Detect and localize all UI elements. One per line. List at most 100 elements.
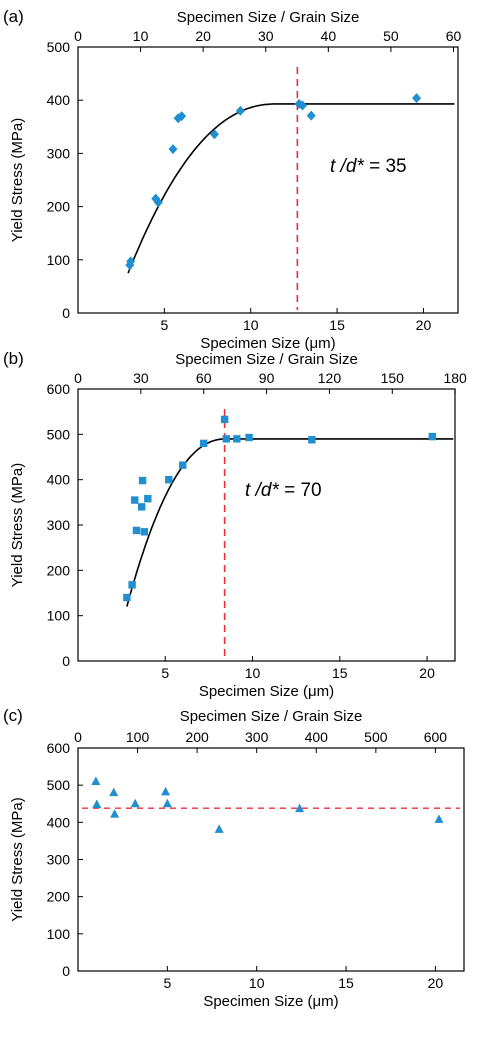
data-point <box>92 799 102 808</box>
data-point <box>179 461 187 469</box>
plot-frame <box>77 747 465 972</box>
x-tick-label: 20 <box>416 317 432 333</box>
x2-tick-label: 30 <box>258 28 274 44</box>
x2-tick-label: 30 <box>133 370 149 386</box>
x2-tick-label: 120 <box>318 370 342 386</box>
data-point <box>161 786 171 796</box>
data-point <box>130 798 140 808</box>
x2-tick-label: 600 <box>424 729 448 745</box>
top-axis-title: Specimen Size / Grain Size <box>175 351 358 368</box>
data-point <box>138 476 147 485</box>
data-point <box>165 475 173 484</box>
data-point <box>428 432 437 441</box>
x-tick-label: 5 <box>161 665 169 681</box>
y-tick-label: 0 <box>62 305 70 321</box>
y-tick-label: 300 <box>47 145 71 161</box>
data-point <box>177 111 187 122</box>
x2-tick-label: 60 <box>196 370 212 386</box>
y-axis-title: Yield Stress (MPa) <box>9 797 26 921</box>
annotation-value: = 35 <box>364 156 407 177</box>
y-tick-label: 100 <box>47 926 71 942</box>
y-tick-label: 200 <box>47 562 71 578</box>
x2-tick-label: 20 <box>195 28 211 44</box>
y-tick-label: 100 <box>47 608 71 624</box>
data-point <box>91 776 101 785</box>
y-tick-label: 100 <box>47 252 71 268</box>
x2-tick-label: 300 <box>245 729 269 745</box>
x-tick-label: 15 <box>329 317 345 333</box>
y-tick-label: 200 <box>47 889 71 905</box>
top-axis-title: Specimen Size / Grain Size <box>180 708 363 725</box>
data-point <box>131 496 139 504</box>
x-tick-label: 15 <box>338 975 354 991</box>
fit-curve <box>127 103 455 274</box>
data-point <box>138 503 146 511</box>
data-point <box>162 798 172 808</box>
x2-tick-label: 100 <box>126 729 150 745</box>
data-point <box>123 593 131 602</box>
data-point <box>434 814 444 823</box>
x2-tick-label: 150 <box>381 370 405 386</box>
data-point <box>233 435 241 443</box>
td-ratio-annotation: t /d* = 35 <box>330 156 407 177</box>
y-tick-label: 0 <box>62 653 70 669</box>
x-tick-label: 5 <box>160 317 168 333</box>
x-tick-label: 10 <box>249 975 265 991</box>
y-tick-label: 400 <box>47 472 71 488</box>
y-tick-label: 600 <box>47 381 71 397</box>
data-point <box>140 528 149 536</box>
data-point <box>222 435 231 443</box>
x2-tick-label: 90 <box>259 370 275 386</box>
data-point <box>214 824 224 833</box>
panel-label: (c) <box>3 706 23 725</box>
x-axis-title: Specimen Size (μm) <box>203 993 338 1010</box>
x-tick-label: 5 <box>163 975 171 991</box>
x-tick-label: 10 <box>245 665 261 681</box>
chart-panel-b: (b) Specimen Size / Grain Size01002003004… <box>3 349 467 700</box>
data-point <box>109 787 119 797</box>
data-point <box>245 433 253 442</box>
x-tick-label: 15 <box>332 665 348 681</box>
x-axis-title: Specimen Size (μm) <box>200 335 335 352</box>
plot-frame <box>77 388 456 662</box>
x2-tick-label: 500 <box>364 729 388 745</box>
plot-frame <box>77 46 459 314</box>
x-tick-label: 20 <box>428 975 444 991</box>
y-axis-title: Yield Stress (MPa) <box>9 118 26 242</box>
x2-tick-label: 0 <box>74 28 82 44</box>
data-point <box>220 415 229 424</box>
y-tick-label: 400 <box>47 92 71 108</box>
x2-tick-label: 400 <box>305 729 329 745</box>
data-point <box>295 803 305 813</box>
data-point <box>153 197 163 208</box>
x2-tick-label: 0 <box>74 729 82 745</box>
x2-tick-label: 10 <box>133 28 149 44</box>
y-axis-title: Yield Stress (MPa) <box>9 463 26 587</box>
y-tick-label: 500 <box>47 39 71 55</box>
x2-tick-label: 200 <box>185 729 209 745</box>
panel-label: (b) <box>3 349 24 368</box>
data-point <box>209 129 219 140</box>
chart-panel-c: (c) Specimen Size / Grain Size01002003004… <box>3 706 465 1010</box>
data-point <box>110 809 120 818</box>
data-point <box>308 436 316 444</box>
data-point <box>412 93 422 104</box>
td-ratio-annotation: t /d* = 70 <box>245 480 322 501</box>
annotation-variable: t /d* <box>330 156 364 177</box>
data-point <box>306 110 316 121</box>
x2-tick-label: 0 <box>74 370 82 386</box>
data-point <box>128 581 136 589</box>
y-tick-label: 300 <box>47 852 71 868</box>
data-point <box>235 105 245 116</box>
chart-panel-a: (a) Specimen Size / Grain Size01002003004… <box>3 7 461 352</box>
annotation-value: = 70 <box>279 480 322 501</box>
y-tick-label: 500 <box>47 426 71 442</box>
x-tick-label: 20 <box>419 665 435 681</box>
top-axis-title: Specimen Size / Grain Size <box>177 9 360 26</box>
x-tick-label: 10 <box>243 317 259 333</box>
data-point <box>199 439 208 448</box>
x2-tick-label: 180 <box>443 370 467 386</box>
y-tick-label: 0 <box>62 963 70 979</box>
x2-tick-label: 40 <box>321 28 337 44</box>
